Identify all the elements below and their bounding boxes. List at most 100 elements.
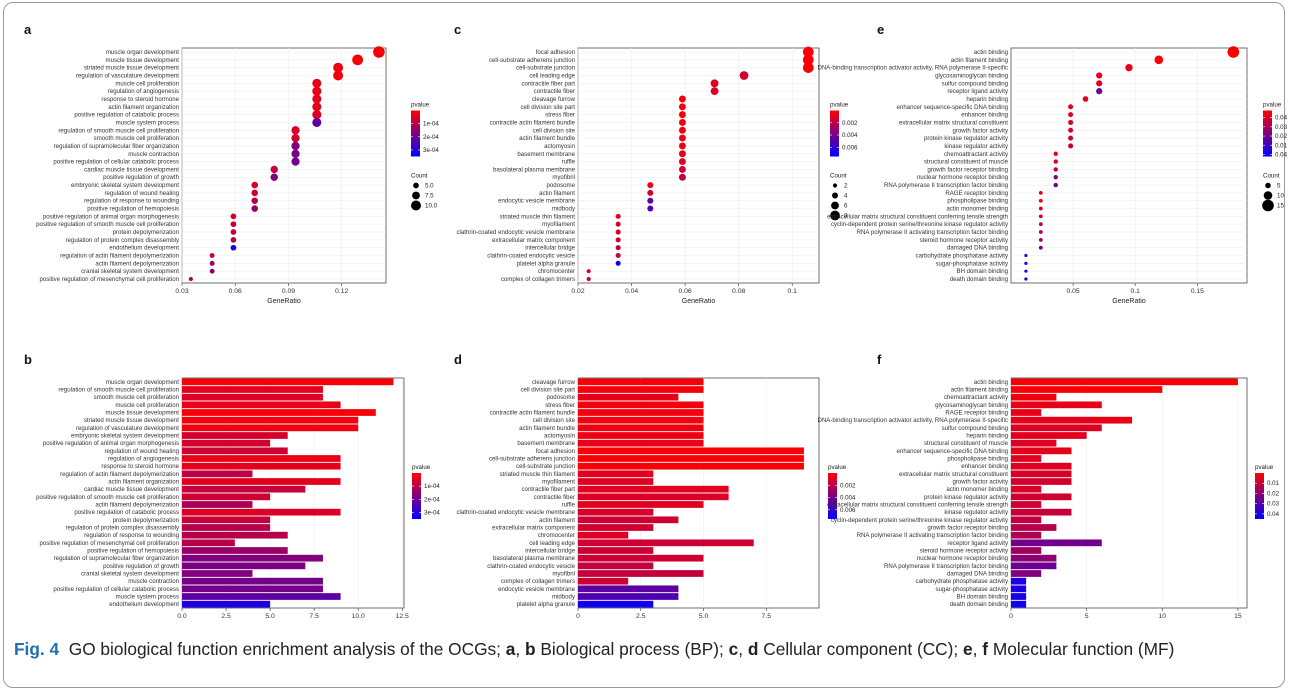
term-label: embryonic skeletal system development (71, 182, 179, 189)
plot-area (577, 377, 820, 609)
term-label: striated muscle tissue development (84, 65, 179, 72)
bar (1011, 539, 1102, 547)
data-point (1082, 96, 1089, 102)
term-label: phospholipase binding (947, 198, 1008, 205)
term-label: actin filament binding (951, 57, 1008, 64)
term-label: contractile fiber part (521, 486, 575, 493)
term-label: enhancer binding (961, 463, 1008, 470)
term-label: positive regulation of mesenchymal cell … (39, 540, 179, 547)
term-label: chemoattractant activity (944, 394, 1009, 401)
data-point (230, 221, 237, 228)
data-point (270, 165, 278, 174)
term-label: myofibril (552, 174, 575, 181)
term-label: regulation of wound healing (104, 448, 179, 455)
caption-label: Fig. 4 (14, 639, 60, 659)
x-tick-label: 12.5 (396, 613, 409, 620)
size-legend-title: Count (1263, 173, 1280, 180)
data-point (209, 260, 215, 266)
term-label: regulation of protein complex disassembl… (66, 237, 180, 244)
bar (578, 539, 754, 547)
bar (578, 547, 654, 554)
bar (182, 562, 306, 570)
bar (1011, 493, 1072, 501)
term-label: positive regulation of cellular cataboli… (53, 159, 179, 166)
figure-caption: Fig. 4 GO biological function enrichment… (14, 637, 1276, 662)
bar (1011, 478, 1072, 485)
term-label: actin filament depolymerization (95, 260, 179, 267)
figure-frame (3, 2, 1285, 688)
term-label: DNA-binding transcription activator acti… (817, 65, 1008, 72)
data-point (710, 79, 719, 88)
colorbar-tick-label: 0.03 (1267, 501, 1280, 508)
term-label: podosome (547, 182, 576, 189)
term-label: actin filament organization (108, 479, 179, 486)
data-point (615, 237, 621, 243)
colorbar-title: pvalue (1255, 464, 1274, 471)
term-label: regulation of smooth muscle cell prolife… (58, 127, 179, 134)
term-label: myofilament (542, 221, 575, 228)
data-point (251, 189, 259, 197)
term-label: regulation of supramolecular fiber organ… (54, 555, 179, 562)
term-label: regulation of angiogenesis (108, 456, 179, 463)
bar (578, 570, 704, 577)
term-label: ruffle (562, 502, 576, 509)
data-point (291, 133, 300, 143)
term-label: positive regulation of mesenchymal cell … (39, 276, 179, 283)
bar (182, 524, 271, 531)
colorbar (828, 473, 837, 519)
size-legend-dot (1265, 182, 1271, 189)
data-point (251, 197, 259, 205)
colorbar-tick-label: 0.04 (1267, 511, 1280, 518)
data-point (1024, 253, 1028, 258)
bar (1011, 516, 1042, 524)
plot-area (1010, 47, 1248, 284)
term-label: muscle contraction (128, 578, 179, 585)
data-point (333, 62, 344, 73)
x-tick-label: 0.02 (571, 288, 584, 295)
data-point (1038, 206, 1043, 211)
x-tick-label: 5 (1085, 613, 1089, 620)
x-tick-label: 0.05 (1066, 288, 1079, 295)
term-label: positive regulation of growth (103, 563, 179, 570)
term-label: basement membrane (517, 440, 575, 447)
colorbar-title: pvalue (828, 464, 847, 471)
term-label: clathrin-coated endocytic vesicle membra… (456, 509, 575, 516)
data-point (1096, 80, 1103, 87)
term-label: enhancer sequence-specific DNA binding (897, 448, 1008, 455)
data-point (615, 213, 621, 219)
term-label: structural constituent of muscle (924, 440, 1009, 447)
data-point (1068, 135, 1074, 141)
term-label: positive regulation of smooth muscle cel… (36, 221, 179, 228)
colorbar-title: pvalue (412, 464, 431, 471)
term-label: endothelium development (109, 245, 179, 252)
term-label: smooth muscle cell proliferation (94, 135, 179, 142)
bar (578, 493, 729, 501)
bar (1011, 554, 1057, 562)
term-label: clathrin-coated endocytic vesicle (487, 253, 575, 260)
data-point (373, 46, 385, 58)
term-label: smooth muscle cell proliferation (94, 394, 179, 401)
data-point (678, 158, 686, 166)
colorbar-tick-label: 0.02 (1275, 133, 1288, 140)
term-label: RNA polymerase II transcription factor b… (884, 182, 1008, 189)
data-point (251, 181, 259, 189)
data-point (291, 149, 300, 158)
data-point (647, 189, 654, 196)
term-label: actin binding (974, 379, 1008, 386)
term-label: extracellular matrix structural constitu… (899, 119, 1008, 126)
bar (1011, 470, 1072, 478)
colorbar (1263, 110, 1272, 157)
data-point (291, 157, 300, 166)
term-label: muscle tissue development (106, 57, 180, 64)
term-label: complex of collagen trimers (501, 276, 575, 283)
term-label: extracellular matrix structural constitu… (827, 213, 1008, 220)
term-label: nuclear hormone receptor binding (917, 555, 1008, 562)
colorbar-tick-label: 1e-04 (424, 483, 440, 490)
data-point (1053, 175, 1058, 180)
term-label: contractile fiber (534, 88, 575, 95)
panel-label: b (24, 352, 32, 367)
size-legend-dot (831, 201, 839, 210)
bar (578, 447, 804, 455)
data-point (678, 134, 686, 142)
term-label: BH domain binding (957, 594, 1009, 601)
